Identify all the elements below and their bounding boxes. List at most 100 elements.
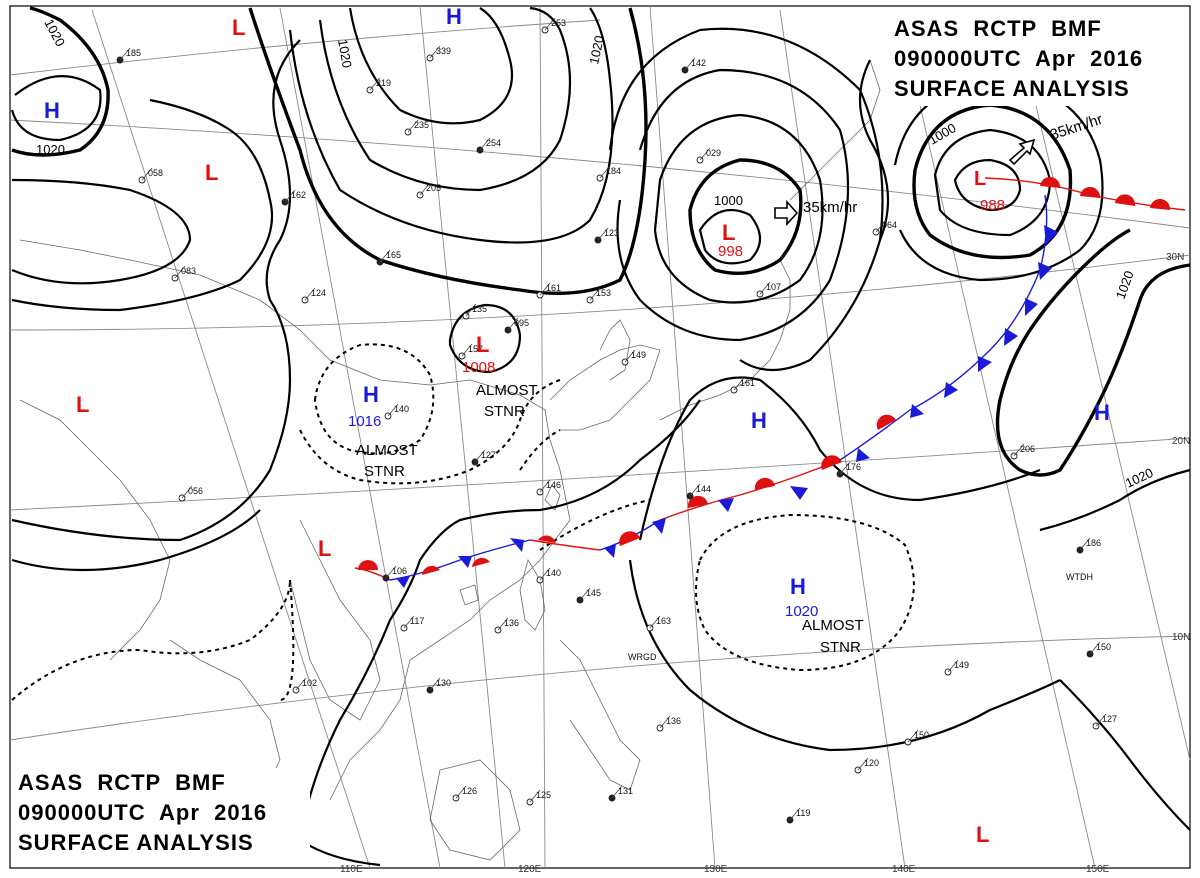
wind-barb	[789, 807, 801, 821]
low-center: L	[476, 332, 489, 357]
wind-barb	[507, 317, 519, 331]
station-pressure: 106	[392, 566, 407, 576]
wind-barb	[611, 785, 623, 799]
wind-barb	[689, 483, 701, 497]
station-pressure: 119	[796, 808, 810, 818]
wind-barb	[579, 587, 591, 601]
station-code: WTDH	[1066, 572, 1093, 582]
wind-barb	[474, 449, 486, 463]
station-pressure: 150	[1096, 642, 1111, 652]
station-pressure: 153	[596, 288, 611, 298]
wind-barb	[907, 729, 919, 743]
station-pressure: 165	[386, 250, 401, 260]
station-pressure: 131	[618, 786, 633, 796]
header-top: ASAS RCTP BMF 090000UTC Apr 2016 SURFACE…	[888, 14, 1184, 106]
station-pressure: 123	[604, 228, 619, 238]
wind-barb	[659, 715, 671, 729]
meridians	[91, 5, 1191, 869]
high-center-value: 1020	[785, 603, 818, 620]
station-pressure: 149	[631, 350, 646, 360]
stationary-notes: ALMOST STNR ALMOST STNR ALMOST STNR	[356, 382, 864, 656]
wind-barb	[429, 677, 441, 691]
low-center: L	[232, 15, 245, 40]
station-pressure: 206	[1020, 444, 1035, 454]
wind-barb	[304, 287, 316, 301]
station-pressure: 136	[666, 716, 681, 726]
wind-barb	[1089, 641, 1101, 655]
wind-barb	[174, 265, 186, 279]
station-pressure: 161	[546, 283, 561, 293]
low-center-value: 998	[718, 243, 743, 260]
station-pressure: 176	[846, 462, 861, 472]
header-line: ASAS RCTP BMF	[894, 16, 1102, 41]
wind-barb	[497, 617, 509, 631]
wind-barb	[407, 119, 419, 133]
station-pressure: 095	[514, 318, 529, 328]
station-pressure: 157	[468, 344, 483, 354]
wind-barb	[947, 659, 959, 673]
wind-barb	[839, 461, 851, 475]
station-pressure: 064	[882, 220, 897, 230]
note-line: STNR	[820, 639, 861, 656]
parallels	[9, 19, 1191, 741]
low-center-value: 988	[980, 197, 1005, 214]
low-center: L	[722, 220, 735, 245]
header-line: SURFACE ANALYSIS	[18, 830, 254, 855]
high-center-value: 1016	[348, 413, 381, 430]
wind-barb	[684, 57, 696, 71]
high-center: H	[1094, 400, 1110, 425]
high-center: H	[44, 98, 60, 123]
wind-barb	[649, 615, 661, 629]
note-line: ALMOST	[802, 617, 864, 634]
lat-label: 30N	[1166, 252, 1184, 263]
wind-barb	[455, 785, 467, 799]
wind-barb	[759, 281, 771, 295]
station-pressure: 029	[706, 148, 721, 158]
pressure-centers: H H H 1016 H H H 1020 L L L L 1008 L 998…	[44, 4, 1110, 847]
low-center-value: 1008	[462, 359, 495, 376]
wind-barb	[544, 17, 556, 31]
wind-barb	[1013, 443, 1025, 457]
station-pressure: 142	[691, 58, 706, 68]
wind-barb	[529, 789, 541, 803]
station-pressure: 184	[606, 166, 621, 176]
graticule-labels: 30N 20N 10N 110E 120E 130E 140E 150E	[340, 252, 1190, 875]
station-pressure: 102	[302, 678, 317, 688]
station-pressure: 150	[914, 730, 929, 740]
lon-label: 140E	[892, 864, 916, 875]
station-pressure: 161	[740, 378, 755, 388]
lon-label: 150E	[1086, 864, 1110, 875]
header-line: 090000UTC Apr 2016	[894, 46, 1143, 71]
station-pressure: 135	[472, 304, 487, 314]
station-pressure: 163	[656, 616, 671, 626]
lat-label: 20N	[1172, 436, 1190, 447]
wind-barb	[419, 182, 431, 196]
station-code: WRGD	[628, 652, 657, 662]
wind-barb	[539, 479, 551, 493]
station-pressure: 140	[394, 404, 409, 414]
isobar-label: 1000	[714, 193, 743, 208]
high-center: H	[363, 382, 379, 407]
map-frame	[9, 5, 1191, 869]
wind-barb	[141, 167, 153, 181]
station-pressure: 117	[410, 616, 424, 626]
station-pressure: 127	[1102, 714, 1117, 724]
wind-barb	[1079, 537, 1091, 551]
wind-barb	[181, 485, 193, 499]
lat-label: 10N	[1172, 632, 1190, 643]
wind-barb	[379, 249, 391, 263]
isobars	[10, 6, 1191, 867]
lon-label: 130E	[704, 864, 728, 875]
note-line: STNR	[364, 463, 405, 480]
isobar-label: 1020	[36, 142, 65, 157]
wind-barb	[284, 189, 296, 203]
wind-barb	[539, 567, 551, 581]
isobar-label: 1020	[335, 38, 355, 69]
wind-barb	[699, 147, 711, 161]
wind-barb	[624, 349, 636, 363]
wind-barb	[539, 282, 551, 296]
note-line: ALMOST	[356, 442, 418, 459]
wind-barb	[429, 45, 441, 59]
station-pressure: 205	[426, 183, 441, 193]
wind-barb	[461, 343, 473, 357]
